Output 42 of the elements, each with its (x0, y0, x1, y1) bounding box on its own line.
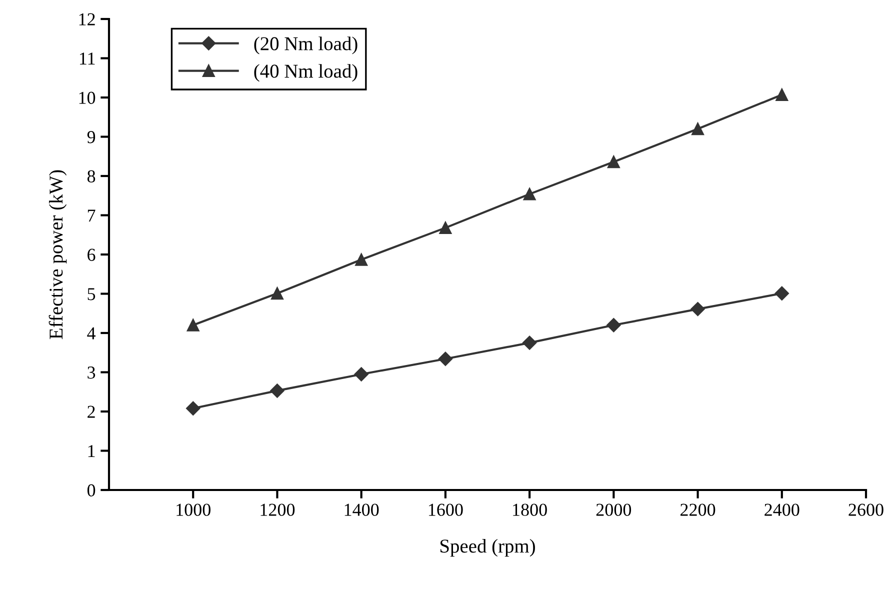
y-tick-label: 0 (87, 484, 96, 496)
legend-label: (20 Nm load) (254, 36, 358, 54)
x-tick-label: 2000 (596, 504, 632, 516)
y-axis-title: Effective power (kW) (48, 170, 67, 340)
y-tick-label: 4 (87, 327, 96, 340)
y-tick-label: 10 (79, 92, 96, 104)
point (606, 318, 621, 332)
y-tick-label: 3 (88, 366, 96, 379)
x-tick-label: 1600 (428, 504, 463, 516)
point (776, 88, 788, 102)
point (774, 286, 789, 300)
point (354, 367, 368, 382)
y-tick-label: 6 (88, 248, 96, 261)
y-tick-label: 12 (79, 13, 95, 26)
point (690, 302, 705, 316)
x-axis-title: Speed (rpm) (440, 539, 535, 557)
point (270, 287, 284, 300)
x-tick-label: 1000 (176, 504, 210, 516)
point (523, 188, 536, 200)
x-tick-label: 2400 (764, 504, 800, 516)
point (186, 318, 200, 332)
x-tick-label: 1400 (344, 504, 379, 516)
legend-label: (40 Nm load) (254, 64, 358, 82)
x-tick-label: 2600 (848, 504, 884, 516)
y-tick-label: 5 (88, 288, 96, 300)
point (270, 384, 284, 398)
point (607, 156, 620, 168)
y-tick-label: 11 (80, 52, 95, 65)
point (439, 222, 452, 234)
y-tick-label: 7 (88, 210, 96, 222)
x-tick-label: 1200 (260, 504, 295, 516)
x-tick-label: 1800 (513, 504, 547, 516)
y-tick-label: 1 (88, 445, 95, 458)
point (438, 352, 453, 366)
point (355, 253, 368, 266)
x-tick-label: 2200 (680, 504, 716, 516)
y-tick-label: 2 (88, 406, 95, 418)
y-tick-label: 8 (87, 170, 96, 182)
point (692, 122, 704, 136)
y-tick-label: 9 (87, 131, 96, 144)
point (522, 336, 537, 350)
point (186, 401, 200, 416)
